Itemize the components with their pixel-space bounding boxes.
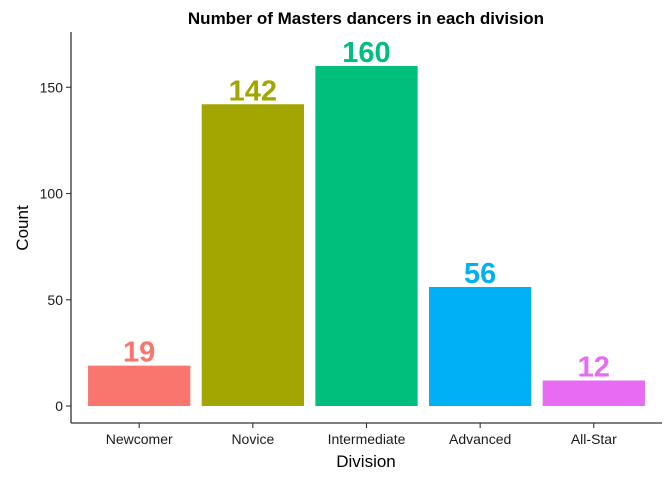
x-tick-label: Advanced — [449, 431, 511, 447]
y-tick-label: 100 — [40, 186, 64, 202]
x-tick-label: Intermediate — [328, 431, 406, 447]
y-tick-label: 50 — [47, 292, 63, 308]
data-label: 19 — [123, 337, 155, 369]
chart-title: Number of Masters dancers in each divisi… — [188, 9, 544, 28]
x-axis-ticks: Newcomer Novice Intermediate Advanced All-St… — [106, 423, 617, 447]
y-tick-label: 150 — [40, 79, 64, 95]
x-tick-label: Novice — [231, 431, 274, 447]
x-axis-title: Division — [336, 452, 396, 471]
y-axis-ticks: 0 50 100 150 — [40, 79, 71, 414]
x-tick-label: All-Star — [571, 431, 617, 447]
data-label: 160 — [342, 37, 390, 69]
data-label: 56 — [464, 258, 496, 290]
x-tick-label: Newcomer — [106, 431, 173, 447]
data-label: 142 — [229, 75, 277, 107]
bar-newcomer — [88, 365, 191, 406]
data-label: 12 — [578, 352, 610, 384]
bar-advanced — [429, 287, 532, 406]
y-tick-label: 0 — [55, 398, 63, 414]
plot-area: 19 142 160 56 12 — [88, 37, 645, 406]
y-axis-title: Count — [13, 205, 32, 251]
bar-intermediate — [315, 66, 418, 406]
bar-novice — [201, 104, 304, 406]
bar-all-star — [542, 380, 645, 406]
